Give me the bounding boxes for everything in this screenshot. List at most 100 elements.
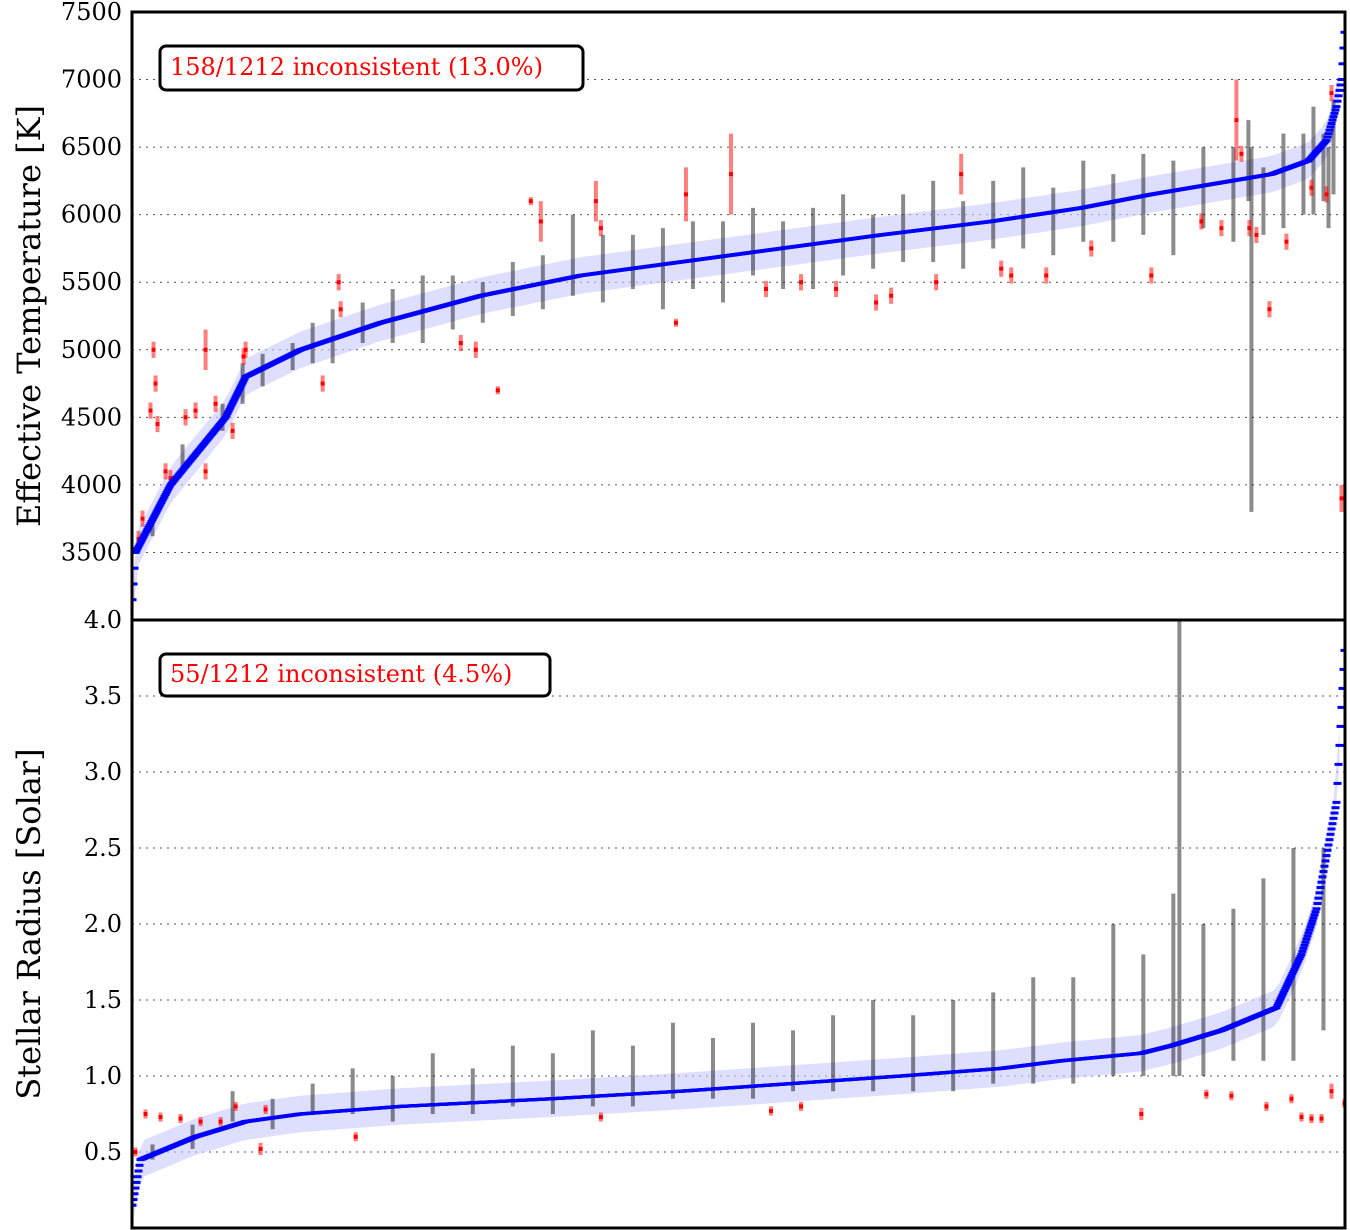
inconsistent-point xyxy=(1247,226,1252,231)
inconsistent-point xyxy=(320,381,325,386)
inconsistent-point xyxy=(155,422,160,427)
inconsistent-point xyxy=(1149,273,1154,278)
inconsistent-point xyxy=(999,266,1004,271)
y-tick-label: 3.5 xyxy=(84,682,122,710)
y-tick-label: 5500 xyxy=(61,268,122,296)
y-tick-label: 1.5 xyxy=(84,986,122,1014)
inconsistent-point xyxy=(233,1104,238,1109)
y-tick-label: 0.5 xyxy=(84,1138,122,1166)
inconsistent-point xyxy=(203,469,208,474)
inconsistent-point xyxy=(769,1108,774,1113)
inconsistent-point xyxy=(1239,151,1244,156)
inconsistent-point xyxy=(203,347,208,352)
inconsistent-point xyxy=(230,428,235,433)
inconsistent-point xyxy=(1089,246,1094,251)
inconsistent-point xyxy=(168,476,173,481)
reference-uncertainty-band xyxy=(132,727,1340,1224)
inconsistent-point xyxy=(538,219,543,224)
inconsistent-point xyxy=(193,408,198,413)
inconsistent-point xyxy=(178,1116,183,1121)
inconsistent-point xyxy=(598,226,603,231)
inconsistent-point xyxy=(959,172,964,177)
inconsistent-point xyxy=(528,199,533,204)
inconsistent-point xyxy=(338,307,343,312)
inconsistent-point xyxy=(1329,1089,1334,1094)
annotation-text: 55/1212 inconsistent (4.5%) xyxy=(170,660,512,688)
plot-area xyxy=(132,30,1345,618)
inconsistent-point xyxy=(143,1112,148,1116)
y-tick-label: 1.0 xyxy=(84,1062,122,1090)
inconsistent-point xyxy=(218,1119,223,1124)
axes-frame xyxy=(130,618,1347,1230)
inconsistent-point xyxy=(1299,1115,1304,1120)
inconsistent-point xyxy=(140,516,145,521)
y-tick-label: 4000 xyxy=(61,471,122,499)
annotation-box: 158/1212 inconsistent (13.0%) xyxy=(158,44,585,92)
y-tick-label: 4500 xyxy=(61,403,122,431)
y-tick-label: 2.5 xyxy=(84,834,122,862)
inconsistent-point xyxy=(151,347,156,352)
inconsistent-point xyxy=(1289,1096,1294,1101)
inconsistent-point xyxy=(213,401,218,406)
y-tick-label: 4.0 xyxy=(84,606,122,634)
inconsistent-point xyxy=(198,1119,203,1124)
annotation-box: 55/1212 inconsistent (4.5%) xyxy=(158,652,552,698)
inconsistent-point xyxy=(593,199,598,204)
plot-area xyxy=(132,620,1345,1224)
inconsistent-point xyxy=(799,1104,804,1109)
inconsistent-point xyxy=(1219,226,1224,231)
inconsistent-point xyxy=(183,415,188,420)
inconsistent-point xyxy=(673,320,678,325)
inconsistent-point xyxy=(889,293,894,298)
y-tick-label: 7000 xyxy=(61,66,122,94)
y-tick-label: 3500 xyxy=(61,538,122,566)
y-axis-label: Effective Temperature [K] xyxy=(10,105,48,527)
inconsistent-point xyxy=(728,172,733,177)
y-tick-label: 2.0 xyxy=(84,910,122,938)
inconsistent-point xyxy=(934,280,939,285)
y-axis-label: Stellar Radius [Solar] xyxy=(10,748,48,1099)
y-tick-label: 6500 xyxy=(61,133,122,161)
inconsistent-point xyxy=(163,469,168,474)
reference-uncertainty-band xyxy=(132,72,1340,618)
inconsistent-point xyxy=(153,381,158,386)
inconsistent-point xyxy=(834,286,839,291)
inconsistent-point xyxy=(1309,1116,1314,1121)
inconsistent-point xyxy=(458,341,463,346)
inconsistent-point xyxy=(263,1107,268,1112)
inconsistent-point xyxy=(148,408,153,413)
axes-frame xyxy=(130,10,1347,622)
inconsistent-point xyxy=(1009,273,1014,278)
inconsistent-point xyxy=(1284,239,1289,244)
annotation-text: 158/1212 inconsistent (13.0%) xyxy=(170,53,543,81)
inconsistent-point xyxy=(764,286,769,291)
inconsistent-point xyxy=(1339,496,1344,501)
inconsistent-point xyxy=(1264,1104,1269,1109)
inconsistent-point xyxy=(241,354,246,359)
inconsistent-point xyxy=(495,388,500,393)
radius-panel: Stellar Radius [Solar] 0.5 1.0 1.5 2.0 2.5 3.… xyxy=(10,606,1347,1230)
inconsistent-point xyxy=(1267,307,1272,312)
y-tick-label: 3.0 xyxy=(84,758,122,786)
inconsistent-point xyxy=(1324,192,1329,197)
inconsistent-point xyxy=(336,280,341,285)
inconsistent-point xyxy=(874,300,879,305)
inconsistent-point xyxy=(1234,118,1239,123)
inconsistent-point xyxy=(1309,185,1314,190)
inconsistent-point xyxy=(598,1115,603,1120)
inconsistent-point xyxy=(353,1134,358,1139)
inconsistent-point xyxy=(1044,273,1049,278)
inconsistent-point xyxy=(1139,1112,1144,1116)
y-tick-label: 5000 xyxy=(61,336,122,364)
inconsistent-point xyxy=(243,347,248,352)
inconsistent-point xyxy=(1329,91,1334,96)
y-tick-label: 7500 xyxy=(61,0,122,26)
inconsistent-point xyxy=(136,536,141,541)
inconsistent-point xyxy=(683,192,688,197)
inconsistent-point xyxy=(1229,1093,1234,1098)
inconsistent-point xyxy=(258,1146,263,1151)
inconsistent-point xyxy=(1254,232,1259,237)
inconsistent-point xyxy=(1319,1116,1324,1121)
inconsistent-point xyxy=(799,280,804,285)
